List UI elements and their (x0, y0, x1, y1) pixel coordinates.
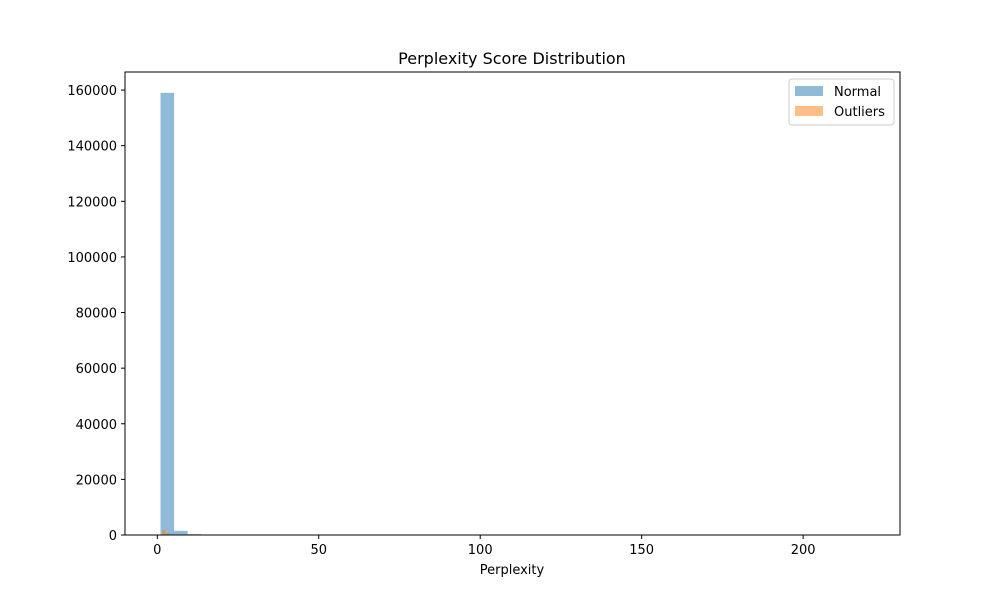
x-tick-label: 150 (629, 543, 654, 558)
x-tick-label: 0 (153, 543, 161, 558)
chart-title: Perplexity Score Distribution (398, 49, 626, 68)
y-tick-label: 120000 (67, 195, 117, 210)
plot-frame (124, 71, 901, 536)
y-tick-label: 80000 (76, 307, 117, 322)
y-tick-label: 40000 (76, 418, 117, 433)
bar-normal-1 (174, 530, 188, 535)
bar-outliers-0 (162, 529, 167, 535)
legend-swatch-outliers (795, 106, 823, 116)
y-tick-label: 20000 (76, 473, 117, 488)
x-axis-label: Perplexity (480, 563, 545, 578)
legend-label-outliers: Outliers (834, 105, 885, 120)
y-tick-label: 0 (109, 529, 117, 544)
y-tick-label: 60000 (76, 362, 117, 377)
bar-normal-0 (160, 92, 175, 535)
y-tick-label: 160000 (67, 84, 117, 99)
legend: Normal Outliers (788, 78, 895, 126)
legend-label-normal: Normal (834, 85, 881, 100)
legend-swatch-normal (795, 86, 823, 96)
x-tick-label: 100 (468, 543, 493, 558)
y-tick-label: 100000 (67, 251, 117, 266)
y-tick-label: 140000 (67, 140, 117, 155)
y-axis: 0 20000 40000 60000 80000 100000 120000 140000 1… (67, 84, 125, 544)
x-tick-label: 50 (310, 543, 327, 558)
x-axis: 0 50 100 150 200 (153, 535, 816, 558)
x-tick-label: 200 (791, 543, 816, 558)
bar-outliers-1 (166, 533, 170, 535)
